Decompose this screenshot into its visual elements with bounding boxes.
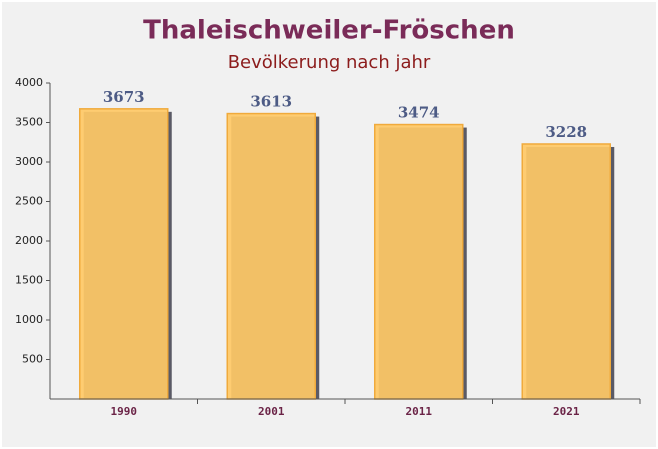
y-tick-label: 1000 xyxy=(15,313,43,326)
data-label: 3474 xyxy=(398,104,440,122)
x-tick-label: 2011 xyxy=(406,405,433,418)
y-tick-label: 3000 xyxy=(15,155,43,168)
x-tick-label: 2021 xyxy=(553,405,580,418)
y-tick-label: 4000 xyxy=(15,76,43,89)
data-label: 3673 xyxy=(103,88,145,106)
bar xyxy=(226,112,316,400)
chart-subtitle: Bevölkerung nach jahr xyxy=(228,52,431,73)
data-label: 3613 xyxy=(250,93,292,111)
y-tick-label: 2500 xyxy=(15,195,43,208)
bar xyxy=(79,108,169,400)
y-tick-label: 500 xyxy=(22,353,43,366)
bar xyxy=(521,143,611,400)
chart-title: Thaleischweiler-Fröschen xyxy=(143,16,515,46)
bar xyxy=(374,123,464,400)
y-tick-label: 2000 xyxy=(15,234,43,247)
y-tick-label: 1500 xyxy=(15,274,43,287)
x-tick-label: 2001 xyxy=(258,405,285,418)
y-tick-label: 3500 xyxy=(15,116,43,129)
data-label: 3228 xyxy=(545,123,587,141)
x-tick-label: 1990 xyxy=(111,405,138,418)
